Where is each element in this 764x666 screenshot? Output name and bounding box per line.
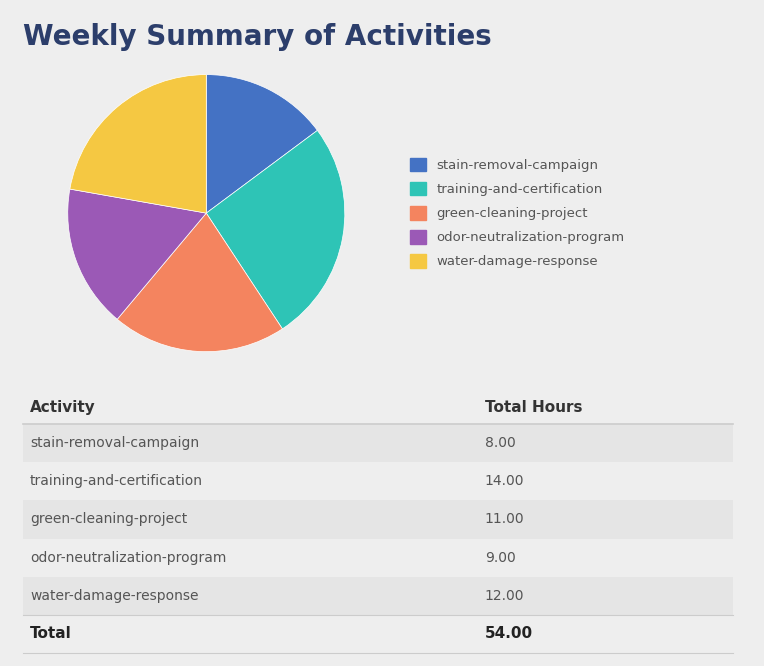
- Text: 11.00: 11.00: [485, 512, 524, 527]
- Text: 12.00: 12.00: [485, 589, 524, 603]
- Text: 9.00: 9.00: [485, 551, 516, 565]
- Wedge shape: [70, 75, 206, 213]
- Text: green-cleaning-project: green-cleaning-project: [30, 512, 187, 527]
- Text: 54.00: 54.00: [485, 626, 533, 641]
- Text: stain-removal-campaign: stain-removal-campaign: [30, 436, 199, 450]
- Legend: stain-removal-campaign, training-and-certification, green-cleaning-project, odor: stain-removal-campaign, training-and-cer…: [403, 151, 631, 275]
- FancyBboxPatch shape: [23, 462, 733, 500]
- FancyBboxPatch shape: [23, 539, 733, 577]
- Text: 8.00: 8.00: [485, 436, 516, 450]
- Text: Total Hours: Total Hours: [485, 400, 582, 415]
- FancyBboxPatch shape: [23, 577, 733, 615]
- Text: 14.00: 14.00: [485, 474, 524, 488]
- FancyBboxPatch shape: [23, 424, 733, 462]
- Wedge shape: [206, 131, 345, 329]
- Text: water-damage-response: water-damage-response: [30, 589, 199, 603]
- FancyBboxPatch shape: [23, 500, 733, 539]
- Text: Weekly Summary of Activities: Weekly Summary of Activities: [23, 23, 492, 51]
- Text: odor-neutralization-program: odor-neutralization-program: [30, 551, 226, 565]
- Text: Activity: Activity: [30, 400, 96, 415]
- Text: Total: Total: [30, 626, 72, 641]
- Wedge shape: [117, 213, 283, 352]
- Wedge shape: [206, 75, 317, 213]
- FancyBboxPatch shape: [23, 615, 733, 653]
- Text: training-and-certification: training-and-certification: [30, 474, 203, 488]
- Wedge shape: [68, 189, 206, 319]
